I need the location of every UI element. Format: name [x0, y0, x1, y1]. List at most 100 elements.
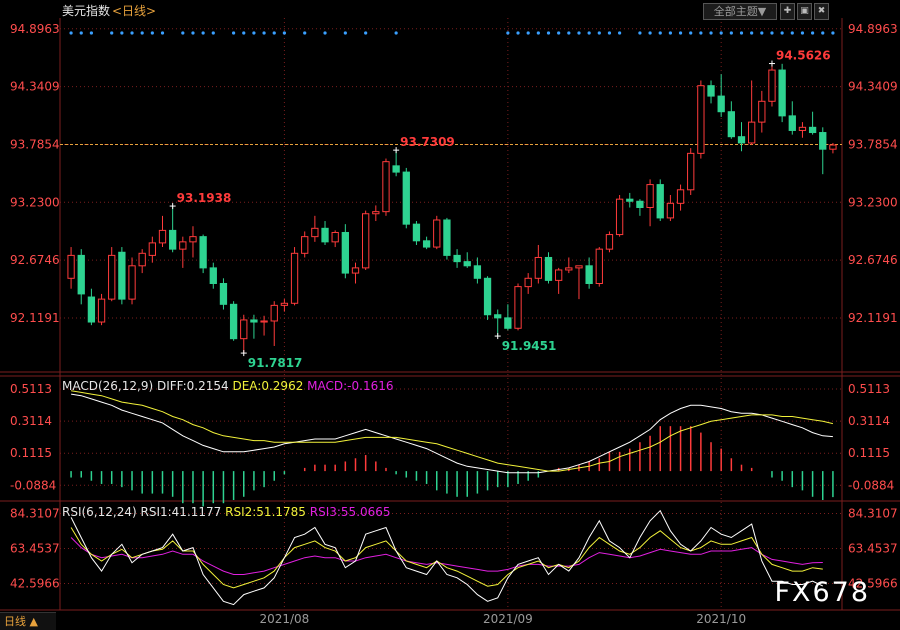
signal-dot	[689, 31, 693, 35]
y-tick-label-left: -0.0884	[10, 478, 56, 492]
x-tick-label: 2021/10	[696, 612, 746, 626]
y-tick-label-right: 92.1191	[848, 311, 898, 325]
macd-macd-value: MACD:-0.1616	[307, 379, 394, 393]
rsi2-line	[70, 527, 823, 589]
candle-body	[209, 267, 217, 285]
candle-body	[301, 236, 309, 254]
y-tick-label-right: 0.1115	[848, 446, 890, 460]
macd-legend: MACD(26,12,9) DIFF:0.2154 DEA:0.2962 MAC…	[62, 379, 394, 393]
macd-diff-line	[71, 393, 833, 474]
candle-body	[666, 202, 675, 219]
x-axis-ticks: 2021/08 2021/09 2021/10	[259, 612, 746, 626]
candle-body	[372, 211, 380, 215]
y-tick-label-left: 92.1191	[10, 311, 60, 325]
candle-body	[290, 252, 299, 304]
signal-dot	[272, 31, 276, 35]
add-icon[interactable]: ✚	[780, 3, 795, 20]
signal-dot	[536, 31, 540, 35]
candle-body	[331, 231, 339, 243]
macd-panel	[70, 390, 834, 507]
signal-dot	[282, 31, 286, 35]
signal-dot	[618, 31, 622, 35]
signal-dot	[607, 31, 612, 35]
candle-body	[108, 254, 116, 300]
period-label[interactable]: <日线>	[112, 4, 157, 18]
signal-dot	[790, 31, 794, 35]
signal-dot	[597, 31, 601, 35]
y-tick-label-left: 93.2300	[10, 195, 60, 209]
candle-body	[656, 184, 664, 219]
signal-dot	[120, 31, 124, 35]
signal-dot	[364, 31, 368, 35]
candle-body	[463, 261, 471, 267]
signal-dot	[729, 31, 733, 35]
signal-dot	[130, 31, 134, 35]
window-icon[interactable]: ▣	[797, 3, 812, 20]
signal-dot	[150, 31, 154, 35]
y-tick-label-right: 94.8963	[848, 22, 898, 36]
candle-body	[321, 227, 329, 243]
signal-dot	[232, 31, 236, 35]
candle-body	[808, 126, 817, 134]
period-tab[interactable]: 日线 ▲	[0, 612, 56, 630]
candle-body	[829, 144, 837, 150]
annotation-label: 94.5626	[776, 49, 831, 63]
candle-body	[626, 198, 634, 202]
signal-dot	[678, 31, 683, 35]
signal-dot	[69, 31, 73, 35]
signal-dot	[739, 31, 744, 35]
y-tick-label-right: 42.5966	[848, 577, 898, 591]
signal-dot	[638, 31, 642, 35]
y-tick-label-left: 94.8963	[10, 22, 60, 36]
candle-body	[158, 229, 167, 244]
candle-body	[189, 236, 197, 243]
signal-dot	[211, 31, 215, 35]
rsi-panel	[70, 509, 824, 606]
candle-body	[483, 277, 492, 316]
price-annotations: 93.1938 91.7817 93.7309 91.9451 94.5626	[169, 49, 831, 370]
y-tick-label-right: 93.7854	[848, 137, 898, 151]
signal-dot	[303, 31, 307, 35]
y-tick-label-right: 0.5113	[848, 382, 890, 396]
candles	[67, 63, 837, 354]
candle-body	[128, 265, 136, 300]
y-tick-label-left: 42.5966	[10, 577, 60, 591]
candle-body	[676, 189, 685, 204]
y-axis-ticks: 94.8963 94.8963 94.3409 94.3409 93.7854 93.78…	[10, 22, 898, 591]
chart-frame	[0, 18, 900, 611]
watermark-logo: FX678	[774, 577, 870, 608]
y-tick-label-left: 92.6746	[10, 253, 60, 267]
signal-dot	[557, 31, 561, 35]
candle-body	[595, 248, 603, 284]
rsi-params: RSI(6,12,24)	[62, 505, 137, 519]
signal-dot	[201, 31, 205, 35]
candle-body	[169, 229, 177, 250]
candle-body	[565, 267, 573, 271]
candle-body	[494, 314, 502, 319]
candle-body	[422, 240, 431, 248]
candle-body	[443, 219, 451, 256]
signal-dots	[69, 31, 835, 35]
close-icon[interactable]: ✖	[814, 3, 829, 20]
candle-body	[555, 269, 563, 281]
candle-body	[270, 304, 278, 322]
y-tick-label-right: 63.4537	[848, 542, 898, 556]
candle-body	[534, 256, 542, 279]
candle-body	[240, 319, 248, 340]
candle-body	[819, 132, 827, 150]
signal-dot	[343, 31, 347, 35]
candle-body	[179, 241, 187, 250]
rsi3-line	[70, 537, 823, 575]
candle-body	[473, 265, 482, 279]
signal-dot	[262, 31, 266, 35]
candle-body	[768, 69, 776, 102]
signal-dot	[394, 31, 398, 35]
signal-dot	[587, 31, 591, 35]
annotation-label: 93.1938	[177, 191, 232, 205]
y-tick-label-left: 84.3107	[10, 507, 60, 521]
signal-dot	[811, 31, 815, 35]
macd-diff-value: DIFF:0.2154	[156, 379, 229, 393]
candle-body	[514, 286, 522, 329]
theme-selector-button[interactable]: 全部主题▼	[703, 3, 777, 20]
candle-body	[453, 254, 461, 263]
